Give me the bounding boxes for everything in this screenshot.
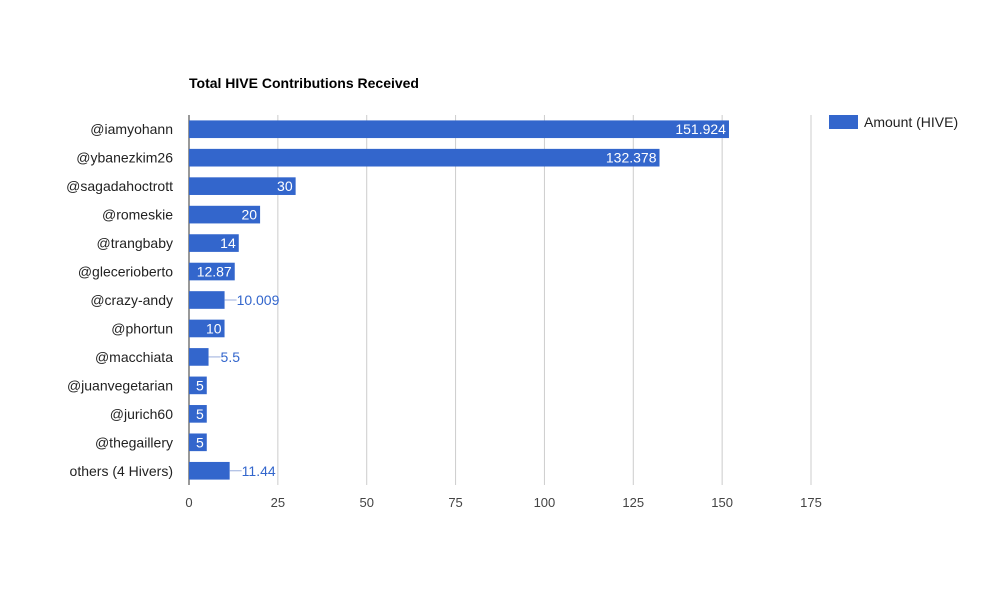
data-label: 10 xyxy=(206,320,222,336)
data-label: 132.378 xyxy=(606,150,657,166)
bar[interactable] xyxy=(189,291,225,309)
data-label: 5.5 xyxy=(221,349,241,365)
category-label: @ybanezkim26 xyxy=(76,150,173,166)
x-tick-label: 100 xyxy=(534,495,556,510)
bar[interactable] xyxy=(189,205,261,224)
data-label: 5 xyxy=(196,377,204,393)
category-label: @juanvegetarian xyxy=(67,377,173,393)
tick-labels-group: 0 25 50 75 100 125 150 175 xyxy=(185,495,821,510)
category-label: @jurich60 xyxy=(110,406,173,422)
x-tick-label: 0 xyxy=(185,495,192,510)
bar[interactable] xyxy=(189,348,209,366)
bar[interactable] xyxy=(189,120,729,139)
bar[interactable] xyxy=(189,148,660,167)
x-tick-label: 150 xyxy=(711,495,733,510)
data-label: 14 xyxy=(220,235,236,251)
category-label: @macchiata xyxy=(95,349,173,365)
data-label: 12.87 xyxy=(197,264,232,280)
bar[interactable] xyxy=(189,319,225,338)
legend-label: Amount (HIVE) xyxy=(864,114,958,130)
category-label: @iamyohann xyxy=(90,121,173,137)
x-tick-label: 25 xyxy=(271,495,285,510)
x-tick-label: 125 xyxy=(622,495,644,510)
x-tick-label: 50 xyxy=(359,495,373,510)
data-label: 5 xyxy=(196,434,204,450)
x-tick-label: 75 xyxy=(448,495,462,510)
bar[interactable] xyxy=(189,262,235,281)
data-label: 20 xyxy=(242,207,258,223)
category-label: others (4 Hivers) xyxy=(70,463,173,479)
bar[interactable] xyxy=(189,234,239,252)
data-label: 5 xyxy=(196,406,204,422)
x-tick-label: 175 xyxy=(800,495,822,510)
data-label: 30 xyxy=(277,178,293,194)
category-label: @thegaillery xyxy=(95,434,173,450)
bar[interactable] xyxy=(189,376,207,395)
category-label: @romeskie xyxy=(102,207,173,223)
bar[interactable] xyxy=(189,461,230,480)
data-label: 151.924 xyxy=(675,121,726,137)
data-labels-group: 151.924 132.378 30 20 14 12.87 10.009 10 5.5 5 5 5 1… xyxy=(196,121,726,479)
data-label: 10.009 xyxy=(237,292,280,308)
category-label: @sagadahoctrott xyxy=(66,178,173,194)
data-label: 11.44 xyxy=(242,463,276,479)
category-label: @trangbaby xyxy=(97,235,173,251)
bar[interactable] xyxy=(189,433,207,452)
legend-swatch xyxy=(829,115,858,129)
category-label: @crazy-andy xyxy=(90,292,173,308)
category-label: @phortun xyxy=(111,320,173,336)
chart-title: Total HIVE Contributions Received xyxy=(189,75,419,91)
bar[interactable] xyxy=(189,177,296,195)
bar[interactable] xyxy=(189,405,207,423)
category-label: @glecerioberto xyxy=(78,264,173,280)
gridlines xyxy=(188,115,812,485)
bars-group xyxy=(189,120,729,480)
legend[interactable]: Amount (HIVE) xyxy=(829,114,958,130)
category-labels-group: @iamyohann @ybanezkim26 @sagadahoctrott @ro… xyxy=(66,121,173,479)
